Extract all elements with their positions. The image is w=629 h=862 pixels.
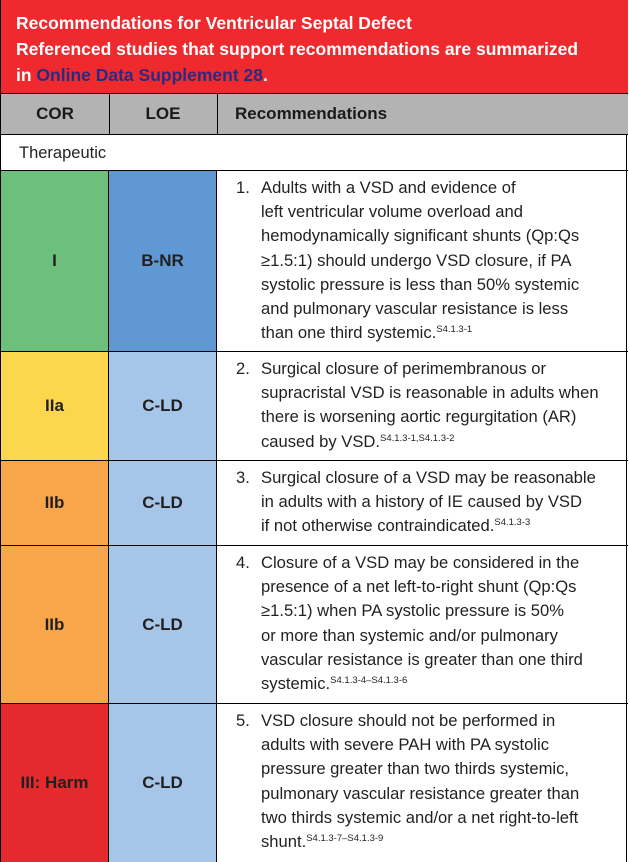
table-row: III: Harm C-LD 5. VSD closure should not… [1,704,628,862]
recommendation-number: 2. [236,359,250,378]
loe-cell: C-LD [109,546,217,703]
recommendation-line-text: shunt. [261,832,307,852]
section-therapeutic: Therapeutic [1,135,628,171]
recommendation-line: vascular resistance is greater than one … [261,649,583,669]
recommendation-number: 4. [236,553,250,572]
table-header: COR LOE Recommendations [1,93,628,135]
loe-cell: C-LD [109,461,217,545]
reference-superscript: S4.1.3-4–S4.1.3-6 [330,675,408,687]
table-banner: Recommendations for Ventricular Septal D… [1,0,628,93]
recommendation-line: and pulmonary vascular resistance is les… [261,299,569,319]
recommendation-line: supracristal VSD is reasonable in adults… [261,383,599,403]
header-loe: LOE [109,94,218,134]
recommendation-line: or more than systemic and/or pulmonary [261,625,558,645]
table-row: IIb C-LD 3. Surgical closure of a VSD ma… [1,461,628,546]
reference-superscript: S4.1.3-1 [436,324,473,336]
recommendation-line-text: if not otherwise contraindicated. [261,516,495,536]
recommendation-line: left ventricular volume overload and [261,202,523,222]
loe-cell: C-LD [109,704,217,862]
recommendation-line: systolic pressure is less than 50% syste… [261,274,580,294]
cor-cell: IIa [1,352,109,460]
recommendation-line: adults with severe PAH with PA systolic [261,735,550,755]
recommendation-cell: 2. Surgical closure of perimembranous or… [217,352,628,454]
recommendation-line: pulmonary vascular resistance greater th… [261,783,580,803]
table-row: IIb C-LD 4. Closure of a VSD may be cons… [1,546,628,704]
recommendation-line: ≥1.5:1) when PA systolic pressure is 50% [261,601,565,621]
banner-subtitle-line2: in Online Data Supplement 28. [16,62,614,88]
recommendation-cell: 3. Surgical closure of a VSD may be reas… [217,461,628,539]
header-recommendations: Recommendations [235,104,388,123]
recommendation-line: Surgical closure of perimembranous or [261,359,546,378]
recommendation-line-text: systemic. [261,674,331,694]
recommendation-line-text: caused by VSD. [261,431,380,451]
recommendation-line: pressure greater than two thirds systemi… [261,759,570,779]
recommendation-number: 3. [236,468,250,487]
cor-cell: I [1,171,109,351]
loe-cell: C-LD [109,352,217,460]
recommendation-line: Closure of a VSD may be considered in th… [261,553,580,572]
recommendation-cell: 1. Adults with a VSD and evidence of lef… [217,171,628,345]
recommendation-line: Adults with a VSD and evidence of [261,178,516,197]
recommendation-number: 1. [236,178,250,197]
recommendation-line-text: than one third systemic. [261,323,437,343]
recommendation-line: systemic.S4.1.3-4–S4.1.3-6 [261,672,622,696]
recommendation-line: shunt.S4.1.3-7–S4.1.3-9 [261,830,622,854]
recommendation-line: two thirds systemic and/or a net right-t… [261,807,579,827]
table-row: IIa C-LD 2. Surgical closure of perimemb… [1,352,628,461]
table-title: Recommendations for Ventricular Septal D… [16,13,412,33]
loe-cell: B-NR [109,171,217,351]
recommendation-line: Surgical closure of a VSD may be reasona… [261,468,596,487]
reference-superscript: S4.1.3-3 [494,517,531,529]
recommendation-number: 5. [236,711,250,730]
recommendation-line: VSD closure should not be performed in [261,711,556,730]
recommendation-line: if not otherwise contraindicated.S4.1.3-… [261,514,622,538]
recommendation-line: hemodynamically significant shunts (Qp:Q… [261,226,580,246]
recommendation-line: ≥1.5:1) should undergo VSD closure, if P… [261,250,572,270]
cor-cell: IIb [1,461,109,545]
reference-superscript: S4.1.3-1,S4.1.3-2 [379,432,455,444]
table-row: I B-NR 1. Adults with a VSD and evidence… [1,171,628,352]
recommendation-line: than one third systemic.S4.1.3-1 [261,321,622,345]
reference-superscript: S4.1.3-7–S4.1.3-9 [306,833,384,845]
recommendation-cell: 5. VSD closure should not be performed i… [217,704,628,854]
data-supplement-link[interactable]: Online Data Supplement 28 [36,65,263,85]
recommendation-line: there is worsening aortic regurgitation … [261,407,577,427]
banner-subtitle-line1: Referenced studies that support recommen… [16,39,579,59]
recommendation-line: caused by VSD.S4.1.3-1,S4.1.3-2 [261,430,622,454]
recommendation-line: in adults with a history of IE caused by… [261,492,582,512]
cor-cell: IIb [1,546,109,703]
recommendation-cell: 4. Closure of a VSD may be considered in… [217,546,628,696]
header-cor: COR [1,94,110,134]
banner-subtitle-in: in [16,65,37,85]
banner-subtitle-period: . [263,65,268,85]
cor-cell: III: Harm [1,704,109,862]
recommendation-line: presence of a net left-to-right shunt (Q… [261,577,577,597]
